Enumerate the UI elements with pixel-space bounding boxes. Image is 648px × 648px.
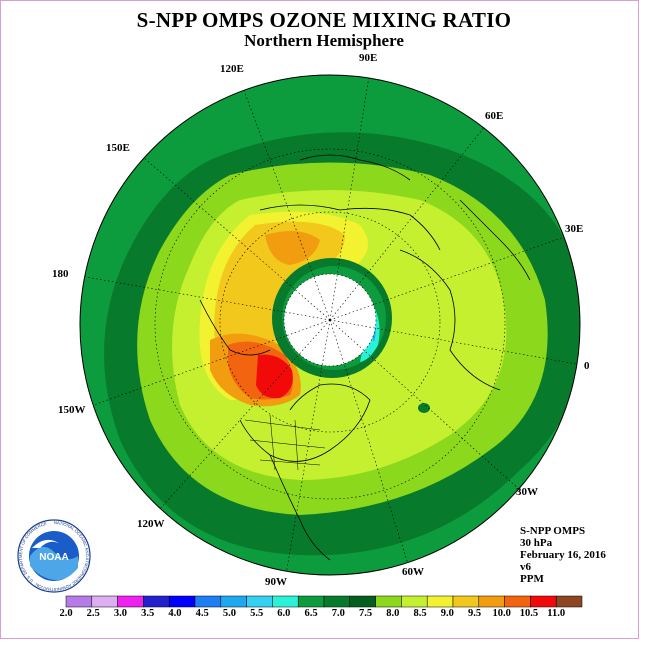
colorbar-swatch bbox=[452, 595, 480, 608]
lon-120e: 120E bbox=[220, 63, 244, 75]
contour-10.5 bbox=[256, 354, 293, 399]
lon-90w: 90W bbox=[265, 576, 287, 588]
colorbar-tick-label: 4.5 bbox=[195, 608, 209, 619]
colorbar-tick-label: 2.5 bbox=[86, 608, 100, 619]
contour-9.5-north bbox=[265, 231, 320, 265]
colorbar-tick-label: 8.5 bbox=[413, 608, 427, 619]
colorbar-tick-label: 10.5 bbox=[519, 608, 539, 619]
info-units: PPM bbox=[520, 573, 544, 585]
lon-0: 0 bbox=[584, 360, 590, 372]
noaa-logo: NOAA NATIONAL OCEANIC AND ATMOSPHERIC AD… bbox=[17, 519, 91, 593]
colorbar-swatch bbox=[401, 595, 428, 608]
colorbar-swatch bbox=[555, 595, 583, 608]
colorbar-swatch bbox=[194, 595, 222, 608]
colorbar-swatch bbox=[168, 595, 196, 608]
lon-60w: 60W bbox=[402, 566, 424, 578]
info-version: v6 bbox=[520, 561, 531, 573]
colorbar-tick-label: 11.0 bbox=[547, 608, 566, 619]
colorbar-tick-label: 4.0 bbox=[168, 608, 182, 619]
colorbar-tick-label: 5.5 bbox=[250, 608, 264, 619]
map-title: S-NPP OMPS OZONE MIXING RATIO bbox=[136, 8, 512, 32]
colorbar-tick-label: 2.0 bbox=[59, 608, 73, 619]
colorbar-swatch bbox=[220, 595, 247, 608]
colorbar-tick-label: 10.0 bbox=[492, 608, 511, 619]
colorbar-tick-label: 6.0 bbox=[277, 608, 291, 619]
colorbar-tick-label: 7.5 bbox=[359, 608, 373, 619]
lon-150w: 150W bbox=[58, 404, 86, 416]
map-subtitle: Northern Hemisphere bbox=[244, 31, 404, 50]
colorbar-swatch bbox=[246, 595, 273, 608]
colorbar-swatch bbox=[65, 595, 93, 608]
colorbar-tick-label: 9.0 bbox=[440, 608, 454, 619]
colorbar-tick-label: 3.0 bbox=[113, 608, 128, 619]
colorbar-swatch bbox=[426, 595, 454, 608]
lon-90e: 90E bbox=[359, 52, 378, 64]
lon-150e: 150E bbox=[106, 142, 130, 154]
info-level: 30 hPa bbox=[520, 537, 553, 549]
colorbar-swatch bbox=[91, 595, 118, 608]
colorbar bbox=[65, 595, 583, 608]
map-boundary bbox=[79, 74, 581, 576]
figure-frame bbox=[0, 0, 639, 639]
colorbar-swatch bbox=[349, 595, 376, 608]
info-date: February 16, 2016 bbox=[520, 549, 606, 561]
lon-120w: 120W bbox=[137, 518, 165, 530]
state-borders bbox=[244, 414, 326, 471]
graticule bbox=[80, 75, 580, 575]
colorbar-tick-label: 5.0 bbox=[222, 608, 236, 619]
lon-60e: 60E bbox=[485, 110, 504, 122]
colorbar-swatch bbox=[117, 595, 144, 608]
colorbar-swatch bbox=[478, 595, 505, 608]
colorbar-tick-label: 8.0 bbox=[386, 608, 400, 619]
lon-30w: 30W bbox=[516, 486, 538, 498]
info-instrument: S-NPP OMPS bbox=[520, 525, 586, 537]
colorbar-swatch bbox=[323, 595, 351, 608]
colorbar-tick-label: 3.5 bbox=[141, 608, 155, 619]
colorbar-tick-label: 7.0 bbox=[331, 608, 345, 619]
lon-30e: 30E bbox=[565, 223, 584, 235]
logo-text: NOAA bbox=[39, 552, 68, 563]
colorbar-swatch bbox=[375, 595, 402, 608]
contour-spot bbox=[418, 403, 430, 413]
colorbar-swatch bbox=[272, 595, 299, 608]
colorbar-tick-label: 9.5 bbox=[467, 608, 482, 619]
colorbar-tick-label: 6.5 bbox=[304, 608, 318, 619]
colorbar-swatch bbox=[504, 595, 531, 608]
colorbar-swatch bbox=[530, 595, 557, 608]
colorbar-swatch bbox=[297, 595, 325, 608]
coastlines bbox=[199, 154, 531, 561]
lon-180: 180 bbox=[52, 268, 69, 280]
colorbar-swatch bbox=[143, 595, 170, 608]
ozone-field bbox=[80, 75, 580, 575]
